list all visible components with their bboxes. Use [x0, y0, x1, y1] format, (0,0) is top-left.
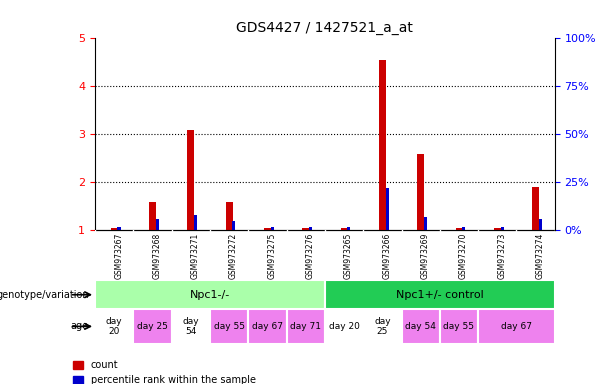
Bar: [379, 60, 386, 230]
Bar: [532, 187, 539, 230]
Text: genotype/variation: genotype/variation: [0, 290, 89, 300]
Text: day 54: day 54: [405, 322, 436, 331]
Text: day
25: day 25: [374, 317, 390, 336]
Bar: [95, 309, 134, 344]
Title: GDS4427 / 1427521_a_at: GDS4427 / 1427521_a_at: [237, 21, 413, 35]
Bar: [478, 309, 555, 344]
Bar: [455, 228, 462, 230]
Bar: [134, 309, 172, 344]
Bar: [248, 309, 287, 344]
Text: day 67: day 67: [252, 322, 283, 331]
Bar: [287, 309, 325, 344]
Text: GSM973273: GSM973273: [497, 233, 506, 279]
Text: day
20: day 20: [106, 317, 123, 336]
Bar: [386, 188, 389, 230]
Bar: [156, 219, 159, 230]
Text: day 67: day 67: [501, 322, 532, 331]
Text: Npc1-/-: Npc1-/-: [190, 290, 230, 300]
Bar: [188, 129, 194, 230]
Bar: [264, 228, 271, 230]
Text: GSM973276: GSM973276: [306, 233, 314, 279]
Text: GSM973274: GSM973274: [536, 233, 544, 279]
Bar: [325, 280, 555, 309]
Bar: [539, 219, 542, 230]
Bar: [341, 228, 348, 230]
Text: day 55: day 55: [213, 322, 245, 331]
Text: day 55: day 55: [443, 322, 474, 331]
Text: day 20: day 20: [329, 322, 359, 331]
Bar: [210, 309, 248, 344]
Bar: [501, 227, 504, 230]
Text: GSM973275: GSM973275: [267, 233, 276, 279]
Bar: [111, 228, 118, 230]
Text: GSM973272: GSM973272: [229, 233, 238, 279]
Bar: [363, 309, 402, 344]
Bar: [232, 221, 235, 230]
Bar: [302, 228, 309, 230]
Bar: [172, 309, 210, 344]
Bar: [118, 227, 121, 230]
Bar: [149, 202, 156, 230]
Text: GSM973265: GSM973265: [344, 233, 353, 279]
Bar: [325, 309, 363, 344]
Bar: [402, 309, 440, 344]
Bar: [440, 309, 478, 344]
Text: day 25: day 25: [137, 322, 168, 331]
Text: age: age: [70, 321, 89, 331]
Text: GSM973268: GSM973268: [153, 233, 161, 279]
Text: GSM973270: GSM973270: [459, 233, 468, 279]
Text: GSM973266: GSM973266: [383, 233, 391, 279]
Bar: [271, 227, 274, 230]
Bar: [462, 227, 465, 230]
Bar: [309, 227, 312, 230]
Text: Npc1+/- control: Npc1+/- control: [396, 290, 484, 300]
Bar: [95, 280, 325, 309]
Legend: count, percentile rank within the sample: count, percentile rank within the sample: [69, 356, 259, 384]
Text: GSM973271: GSM973271: [191, 233, 200, 279]
Bar: [194, 215, 197, 230]
Text: GSM973269: GSM973269: [421, 233, 430, 279]
Bar: [226, 202, 232, 230]
Text: day
54: day 54: [183, 317, 199, 336]
Text: day 71: day 71: [290, 322, 321, 331]
Bar: [424, 217, 427, 230]
Bar: [348, 227, 351, 230]
Bar: [417, 154, 424, 230]
Text: GSM973267: GSM973267: [114, 233, 123, 279]
Bar: [494, 228, 501, 230]
